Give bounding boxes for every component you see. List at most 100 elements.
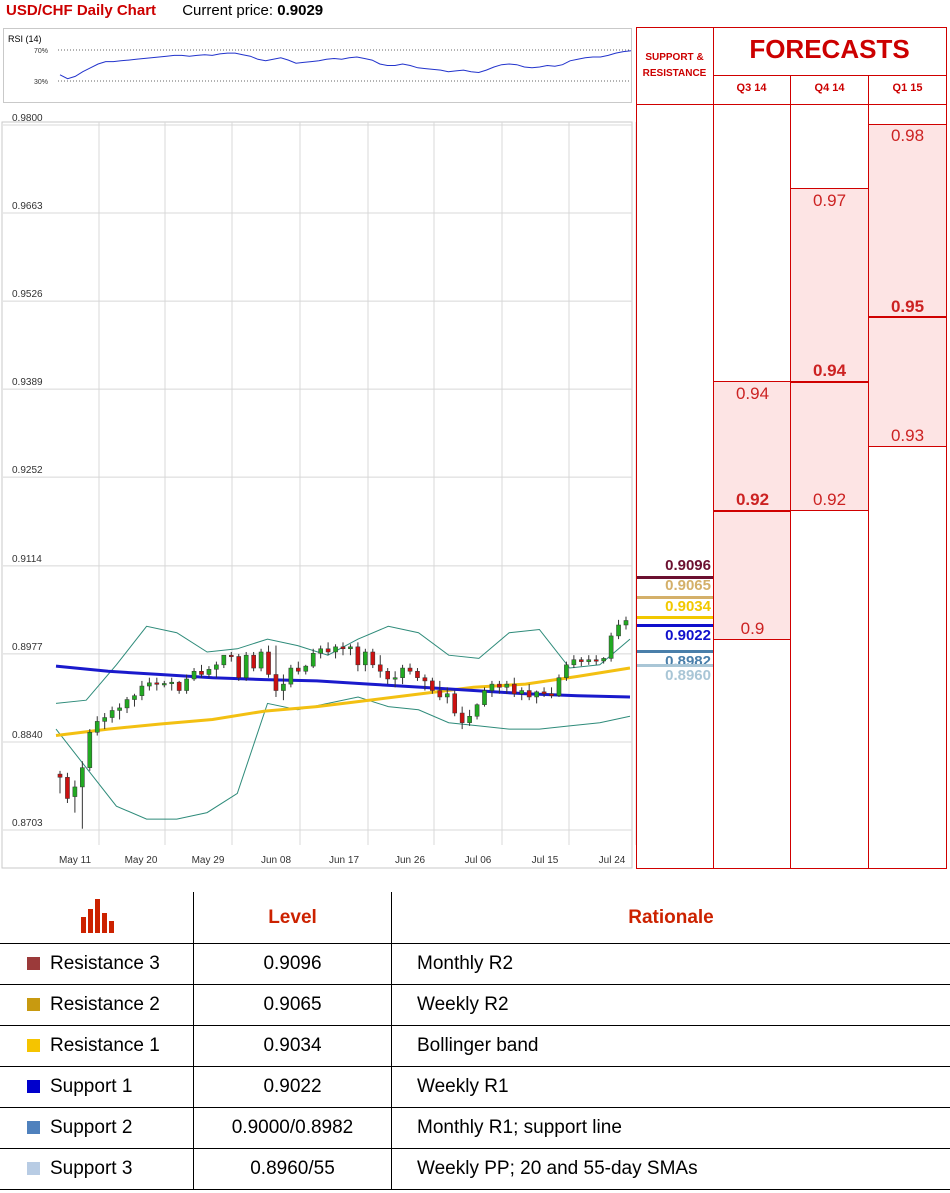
level-rationale: Monthly R2 [391,943,950,985]
candle-body [228,654,234,657]
sr-line [637,616,713,620]
table-body: Resistance 3 0.9096 Monthly R2 Resistance 2… [0,943,950,1190]
rsi-tick-70: 70% [34,48,48,55]
candle-body [236,656,242,678]
level-rationale: Weekly R2 [391,984,950,1026]
table-row: Resistance 1 0.9034 Bollinger band [0,1025,950,1067]
level-name: Resistance 3 [50,953,160,974]
y-tick-label: 0.8703 [12,818,43,829]
candle-body [467,715,472,723]
level-name-cell: Support 1 [0,1066,194,1108]
level-name: Resistance 2 [50,994,160,1015]
level-rationale: Bollinger band [391,1025,950,1067]
candle-body [72,786,78,797]
sr-level-label: 0.8960 [665,667,711,684]
candle-body [214,664,219,670]
candle-body [444,693,450,698]
legend-swatch [27,998,40,1011]
candle-body [333,646,338,653]
level-name-cell: Resistance 2 [0,984,194,1026]
candle-body [310,653,316,667]
x-tick-label: May 20 [125,855,158,866]
level-value: 0.9034 [193,1025,392,1067]
y-tick-label: 0.9800 [12,113,43,124]
sr-level-label: 0.9096 [665,557,711,574]
candle-body [601,658,606,662]
forecast-col-divider [790,104,869,869]
x-tick-label: Jun 17 [329,855,359,866]
price-chart: 0.9800 0.9663 0.9526 0.9389 0.9252 0.9114 0.89… [1,113,636,869]
x-tick-label: Jul 06 [465,855,492,866]
level-name: Resistance 1 [50,1035,160,1056]
level-name: Support 2 [50,1117,133,1138]
levels-table: Level Rationale Resistance 3 0.9096 Monthl… [0,892,950,1190]
candle-body [415,671,420,678]
rsi-chart: RSI (14) 70% 30% [8,34,632,86]
sr-header-cell [636,27,714,105]
table-icon-cell [0,892,194,944]
level-value: 0.9000/0.8982 [193,1107,392,1149]
candle-body [608,635,614,659]
sr-line [637,576,713,580]
q3-mid-line [714,510,790,512]
candle-body [564,664,569,678]
candle-body [407,667,413,672]
forecast-q3-low: 0.9 [740,619,765,638]
sr-level-label: 0.9022 [665,627,711,644]
level-name-cell: Support 2 [0,1107,194,1149]
forecast-q3-mid: 0.92 [735,490,770,509]
forecast-q4-low: 0.92 [812,490,847,509]
current-price-label: Current price: [182,2,274,19]
q-cell-3 [868,75,947,105]
x-tick-label: Jun 26 [395,855,425,866]
rsi-label: RSI (14) [8,34,42,44]
candle-body [534,691,539,698]
level-name-cell: Resistance 1 [0,1025,194,1067]
candle-body [176,681,182,691]
candle-body [147,682,152,687]
candle-body [318,648,323,654]
candle-body [161,683,167,686]
candle-body [430,680,435,691]
level-rationale: Monthly R1; support line [391,1107,950,1149]
sr-line [637,663,713,667]
candle-body [296,667,301,672]
level-name-cell: Support 3 [0,1148,194,1190]
candle-body [385,671,390,680]
q3-low-line [714,639,790,640]
candle-body [221,654,227,666]
bollinger-lower [55,696,631,820]
level-name: Support 1 [50,1076,133,1097]
y-tick-label: 0.9389 [12,377,43,388]
candle-body [57,773,63,778]
candle-body [422,677,428,682]
level-rationale: Weekly R1 [391,1066,950,1108]
chart-grid [3,122,636,845]
q1-mid-line [869,316,946,318]
moving-averages [55,664,631,737]
x-tick-label: May 29 [192,855,225,866]
candle-body [452,693,458,714]
candle-body [459,712,465,723]
q1-low-line [869,446,946,447]
level-value: 0.8960/55 [193,1148,392,1190]
table-row: Support 3 0.8960/55 Weekly PP; 20 and 55-d… [0,1148,950,1190]
candle-body [87,732,93,768]
candle-body [579,659,584,662]
candle-body [504,683,510,688]
q4-low-line [791,510,868,511]
y-axis-labels: 0.9800 0.9663 0.9526 0.9389 0.9252 0.9114 0.89… [12,113,43,829]
y-tick-label: 0.8977 [12,642,43,653]
sr-line [637,596,713,600]
table-row: Resistance 2 0.9065 Weekly R2 [0,984,950,1026]
table-header-rationale: Rationale [391,892,950,944]
table-row: Resistance 3 0.9096 Monthly R2 [0,943,950,985]
candle-body [489,683,495,691]
q1-high-line [869,124,946,125]
candle-body [184,678,189,691]
candle-body [340,646,346,650]
bar-chart-icon [80,898,114,933]
forecast-q4-mid: 0.94 [812,361,847,380]
legend-swatch [27,1121,40,1134]
candle-body [251,654,256,669]
